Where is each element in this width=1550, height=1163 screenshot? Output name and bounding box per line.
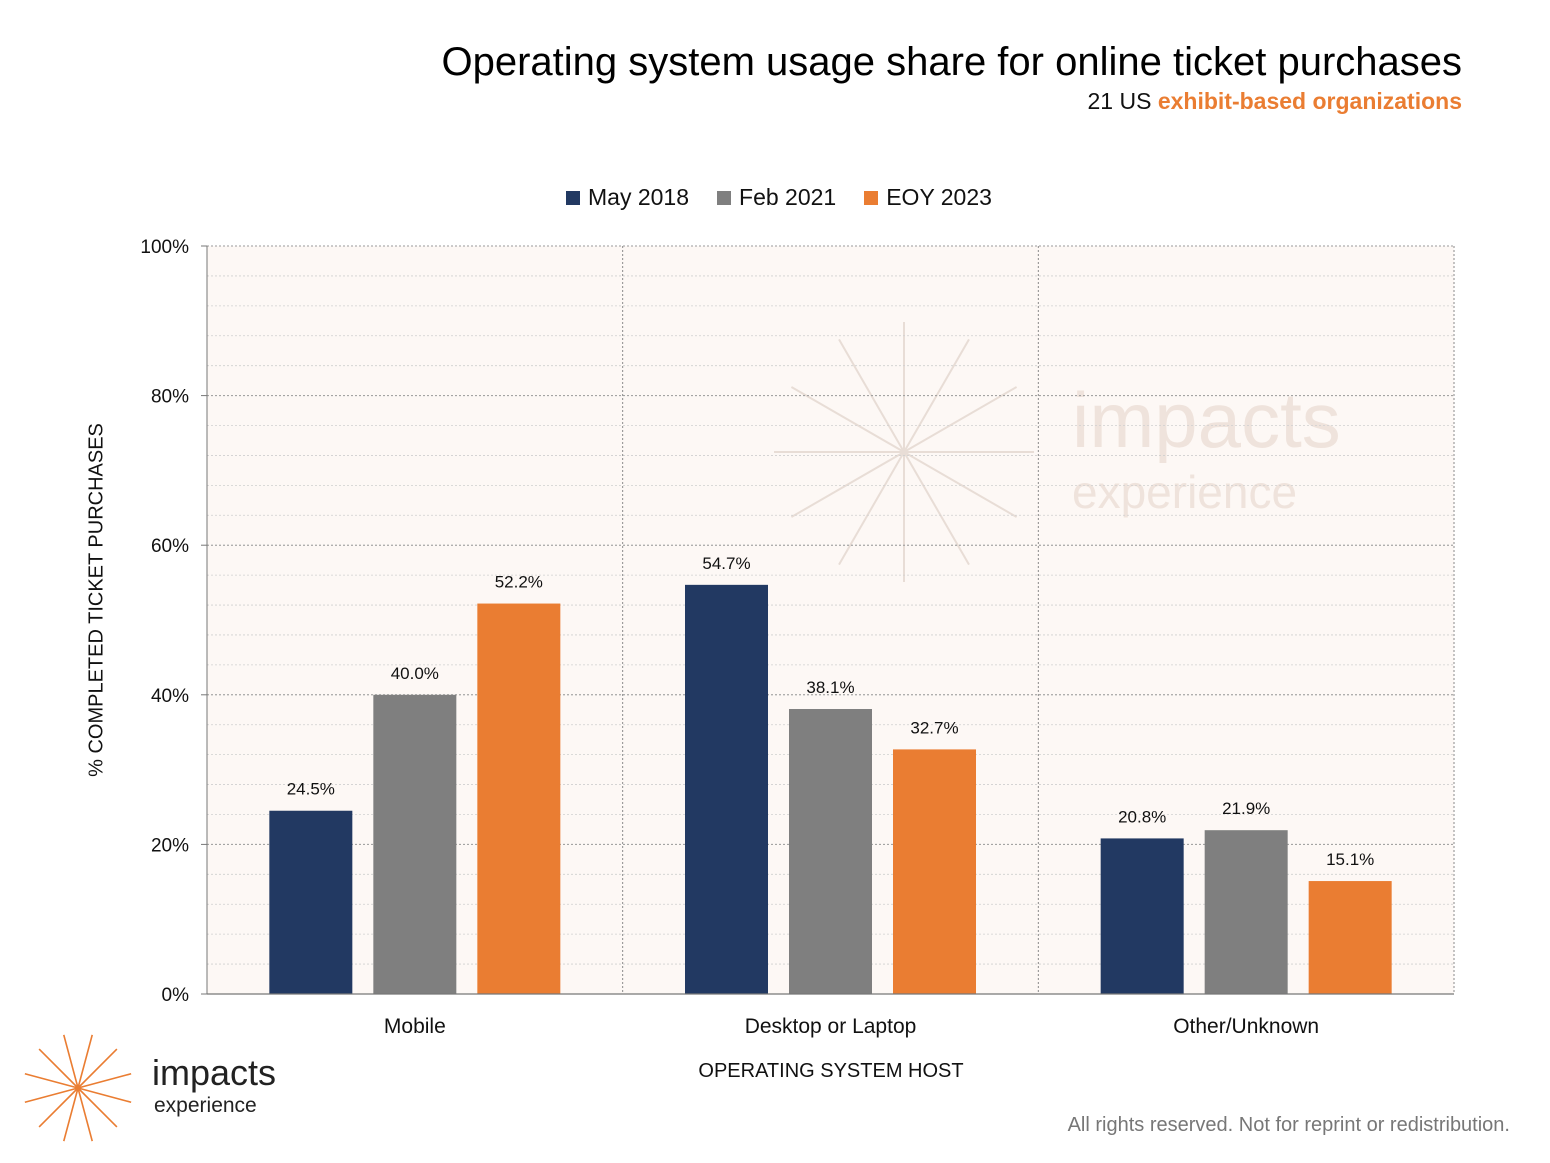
logo-ray (62, 1034, 79, 1089)
legend-label-feb-2021: Feb 2021 (739, 184, 837, 210)
bar (269, 810, 353, 994)
data-label: 15.1% (1326, 850, 1374, 869)
watermark-ray (838, 338, 905, 453)
data-label: 20.8% (1118, 807, 1166, 826)
logo-ray (24, 1087, 79, 1104)
data-label: 54.7% (702, 554, 750, 573)
logo-text-experience: experience (154, 1094, 257, 1117)
bar (1204, 830, 1288, 994)
y-axis-title: % COMPLETED TICKET PURCHASES (85, 423, 108, 777)
legend-item-may-2018: May 2018 (566, 184, 689, 211)
watermark-ray (903, 338, 970, 453)
y-tick-label: 40% (151, 686, 189, 707)
x-tick-label: Desktop or Laptop (745, 1015, 917, 1038)
legend-swatch-eoy-2023 (864, 190, 879, 205)
logo-ray (38, 1087, 79, 1128)
legend-swatch-feb-2021 (717, 190, 732, 205)
y-tick-label: 0% (162, 985, 190, 1006)
bar (1308, 881, 1392, 994)
data-label: 38.1% (806, 678, 854, 697)
legend-label-may-2018: May 2018 (588, 184, 690, 210)
data-label: 24.5% (287, 780, 335, 799)
data-label: 52.2% (495, 573, 543, 592)
impacts-logo: impacts experience (20, 1030, 320, 1150)
subtitle-accent: exhibit-based organizations (1157, 88, 1462, 114)
watermark-ray (903, 451, 970, 566)
watermark-ray (903, 451, 1018, 518)
footer-rights: All rights reserved. Not for reprint or … (1067, 1114, 1510, 1136)
subtitle-prefix: 21 US (1087, 88, 1152, 114)
logo-ray (77, 1034, 94, 1089)
bar (789, 709, 872, 994)
data-label: 21.9% (1222, 799, 1270, 818)
logo-ray (38, 1048, 79, 1089)
x-axis-title: OPERATING SYSTEM HOST (698, 1060, 964, 1082)
bar (1100, 838, 1184, 994)
chart-title: Operating system usage share for online … (441, 40, 1462, 84)
bar (477, 603, 561, 994)
y-tick-label: 20% (151, 835, 189, 856)
logo-ray (77, 1087, 118, 1128)
data-label: 32.7% (910, 718, 958, 737)
watermark-ray (790, 451, 905, 518)
logo-ray (24, 1072, 79, 1089)
logo-ray (62, 1087, 79, 1142)
logo-ray (77, 1087, 94, 1142)
watermark-ray (838, 451, 905, 566)
legend-item-eoy-2023: EOY 2023 (864, 184, 992, 211)
logo-text-impacts: impacts (152, 1052, 277, 1093)
y-tick-label: 60% (151, 536, 189, 557)
y-tick-label: 100% (140, 237, 189, 258)
watermark-text-impacts: impacts (1072, 376, 1341, 464)
bar (893, 749, 976, 994)
bar (373, 694, 457, 994)
chart-subtitle: 21 US exhibit-based organizations (1088, 88, 1462, 115)
watermark-text-experience: experience (1072, 466, 1297, 518)
watermark-ray (903, 386, 1018, 453)
x-tick-label: Other/Unknown (1173, 1015, 1319, 1038)
legend-swatch-may-2018 (566, 190, 580, 205)
y-tick-label: 80% (151, 387, 189, 408)
plot-area (207, 246, 1454, 994)
logo-ray (77, 1087, 132, 1104)
logo-ray (77, 1048, 118, 1089)
x-tick-label: Mobile (384, 1015, 446, 1038)
data-label: 40.0% (391, 664, 439, 683)
starburst-icon (24, 1034, 132, 1142)
legend-item-feb-2021: Feb 2021 (717, 184, 836, 211)
watermark-ray (790, 386, 905, 453)
logo-ray (77, 1072, 132, 1089)
bar (685, 584, 768, 994)
chart-legend: May 2018 Feb 2021 EOY 2023 (566, 184, 992, 211)
legend-label-eoy-2023: EOY 2023 (886, 184, 992, 210)
